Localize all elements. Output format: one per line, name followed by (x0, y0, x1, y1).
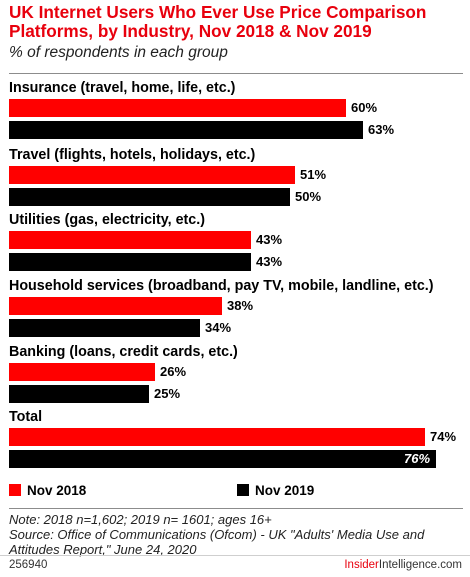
bar-nov-2019 (9, 188, 290, 206)
legend-label: Nov 2019 (255, 483, 315, 498)
category-label: Banking (loans, credit cards, etc.) (9, 344, 238, 360)
data-label: 38% (227, 298, 254, 313)
data-label: 74% (430, 429, 457, 444)
bar-nov-2019 (9, 121, 363, 139)
chart-id: 256940 (9, 559, 48, 571)
bottom-divider (0, 555, 470, 556)
legend-swatch-red (9, 484, 21, 496)
bar-nov-2018 (9, 166, 295, 184)
footer-divider (9, 508, 463, 509)
bar-nov-2018 (9, 231, 251, 249)
source-line: Source: Office of Communications (Ofcom)… (9, 527, 425, 557)
chart-title: UK Internet Users Who Ever Use Price Com… (9, 2, 427, 41)
category-label: Insurance (travel, home, life, etc.) (9, 80, 236, 96)
legend-item-nov-2018: Nov 2018 (9, 483, 86, 498)
brand-suffix: Intelligence.com (378, 559, 462, 571)
bar-nov-2019 (9, 450, 436, 468)
legend-swatch-black (237, 484, 249, 496)
bar-nov-2018 (9, 363, 155, 381)
data-label: 51% (300, 167, 327, 182)
bar-nov-2018 (9, 428, 425, 446)
data-label: 43% (256, 232, 283, 247)
bar-nov-2019 (9, 319, 200, 337)
chart-subtitle: % of respondents in each group (9, 44, 228, 61)
category-label: Household services (broadband, pay TV, m… (9, 278, 434, 294)
data-label: 26% (160, 364, 187, 379)
legend-item-nov-2019: Nov 2019 (237, 483, 314, 498)
data-label: 60% (351, 100, 378, 115)
data-label: 63% (368, 122, 395, 137)
category-label: Travel (flights, hotels, holidays, etc.) (9, 147, 256, 163)
brand-prefix: Insider (344, 559, 379, 571)
data-label: 76% (404, 451, 431, 466)
data-label: 34% (205, 320, 232, 335)
data-label: 43% (256, 254, 283, 269)
top-divider (9, 73, 463, 74)
data-label: 25% (154, 386, 181, 401)
bar-nov-2019 (9, 385, 149, 403)
data-label: 50% (295, 189, 322, 204)
bar-nov-2018 (9, 297, 222, 315)
bar-nov-2018 (9, 99, 346, 117)
category-label: Total (9, 409, 43, 425)
legend-label: Nov 2018 (27, 483, 87, 498)
source-note: Note: 2018 n=1,602; 2019 n= 1601; ages 1… (9, 512, 464, 557)
brand-logo: InsiderIntelligence.com (344, 559, 462, 571)
note-line: Note: 2018 n=1,602; 2019 n= 1601; ages 1… (9, 512, 272, 527)
category-label: Utilities (gas, electricity, etc.) (9, 212, 205, 228)
bar-nov-2019 (9, 253, 251, 271)
